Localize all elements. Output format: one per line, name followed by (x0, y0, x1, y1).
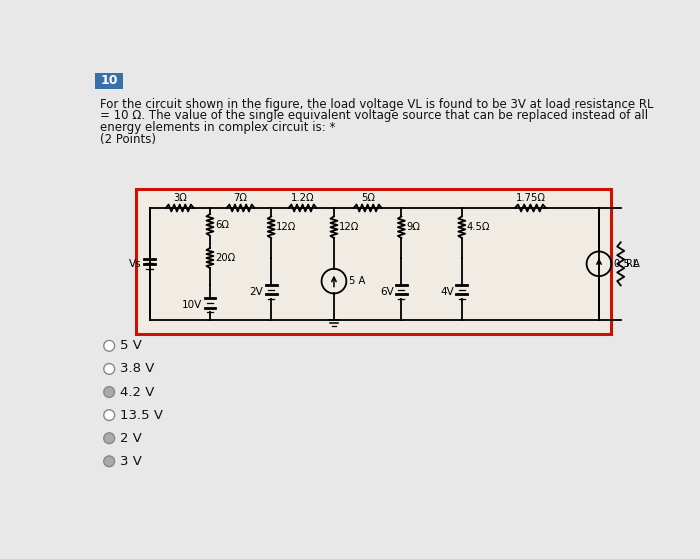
Text: RL: RL (626, 259, 638, 269)
Text: (2 Points): (2 Points) (100, 132, 156, 145)
Text: 2 V: 2 V (120, 432, 142, 445)
Text: For the circuit shown in the figure, the load voltage VL is found to be 3V at lo: For the circuit shown in the figure, the… (100, 98, 653, 111)
Circle shape (104, 387, 115, 397)
Text: 7Ω: 7Ω (234, 193, 248, 203)
Text: 1.75Ω: 1.75Ω (515, 193, 545, 203)
Text: 5 V: 5 V (120, 339, 142, 352)
Circle shape (104, 340, 115, 351)
Text: 4V: 4V (440, 287, 454, 297)
Text: 10: 10 (101, 74, 118, 87)
Text: 4.5Ω: 4.5Ω (467, 222, 490, 232)
Text: 3.8 V: 3.8 V (120, 362, 155, 376)
Text: 13.5 V: 13.5 V (120, 409, 163, 421)
Circle shape (104, 456, 115, 467)
Text: 2V: 2V (250, 287, 263, 297)
Circle shape (104, 363, 115, 375)
Text: 12Ω: 12Ω (339, 222, 359, 232)
Text: 0.5 A: 0.5 A (614, 259, 640, 269)
Text: 4.2 V: 4.2 V (120, 386, 155, 399)
Text: 12Ω: 12Ω (276, 222, 297, 232)
Text: 5Ω: 5Ω (360, 193, 374, 203)
Text: 20Ω: 20Ω (215, 253, 235, 263)
Text: 3 V: 3 V (120, 455, 142, 468)
Text: energy elements in complex circuit is: *: energy elements in complex circuit is: * (100, 121, 335, 134)
Text: 3Ω: 3Ω (173, 193, 187, 203)
Circle shape (104, 410, 115, 420)
Text: 9Ω: 9Ω (407, 222, 420, 232)
Text: Vs: Vs (129, 259, 141, 269)
Text: 5 A: 5 A (349, 276, 365, 286)
Text: 6Ω: 6Ω (215, 220, 229, 230)
Bar (136, 189, 611, 334)
Text: = 10 Ω. The value of the single equivalent voltage source that can be replaced i: = 10 Ω. The value of the single equivale… (100, 110, 648, 122)
FancyBboxPatch shape (95, 73, 123, 89)
Circle shape (104, 433, 115, 444)
Text: 10V: 10V (182, 300, 202, 310)
Text: 1.2Ω: 1.2Ω (290, 193, 314, 203)
Text: 6V: 6V (380, 287, 393, 297)
